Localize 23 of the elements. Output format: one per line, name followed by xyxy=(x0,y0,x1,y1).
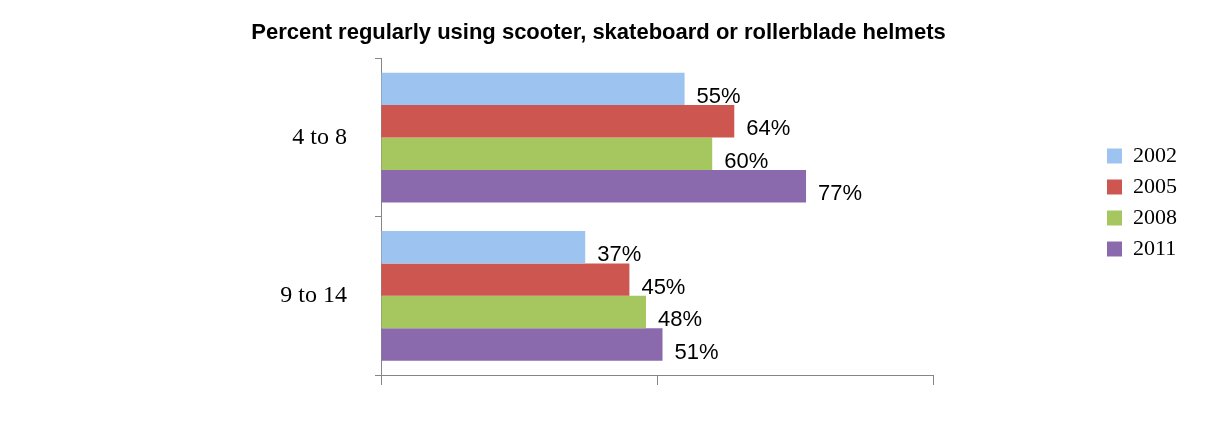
bar xyxy=(381,295,646,329)
legend-label: 2002 xyxy=(1133,141,1177,167)
chart-title: Percent regularly using scooter, skateboard or rollerblade helmets xyxy=(251,19,946,45)
y-tick-label: 4 to 8 xyxy=(292,122,347,149)
data-label: 37% xyxy=(597,241,642,267)
data-label: 51% xyxy=(674,338,719,364)
data-label: 48% xyxy=(657,306,703,332)
bar xyxy=(381,170,807,203)
bar xyxy=(381,105,735,138)
bar xyxy=(381,230,586,264)
data-label: 60% xyxy=(724,147,769,173)
data-label: 77% xyxy=(818,180,863,206)
legend-label: 2008 xyxy=(1133,203,1177,229)
data-label: 45% xyxy=(641,273,686,299)
bar xyxy=(381,137,713,170)
bar xyxy=(381,72,685,106)
data-label: 55% xyxy=(696,82,741,108)
bar xyxy=(381,328,663,361)
bar xyxy=(381,263,630,296)
legend-label: 2011 xyxy=(1133,234,1177,260)
data-label: 64% xyxy=(746,115,791,141)
legend-label: 2005 xyxy=(1133,172,1177,198)
y-tick-label: 9 to 14 xyxy=(280,281,347,308)
